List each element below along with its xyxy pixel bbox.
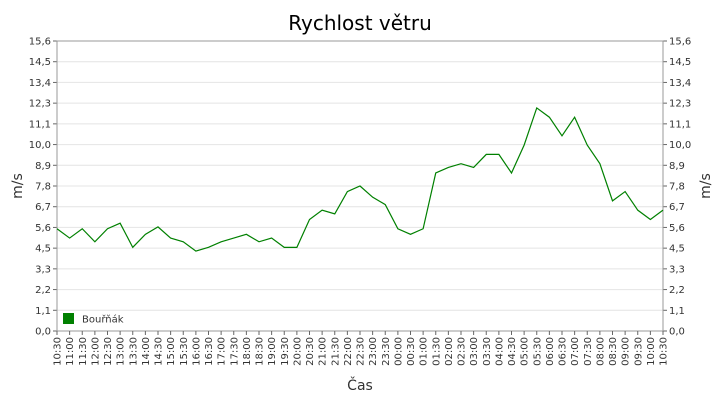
data-line xyxy=(56,106,664,252)
x-tick-label: 17:00 xyxy=(217,337,228,366)
x-tick-label: 13:30 xyxy=(128,337,139,366)
x-axis-label: Čas xyxy=(347,376,373,394)
y2-tick-label: 15,6 xyxy=(669,37,691,48)
y2-tick-label: 2,2 xyxy=(669,285,685,296)
x-tick-label: 06:00 xyxy=(545,337,556,366)
x-tick-label: 15:00 xyxy=(166,337,177,366)
y2-tick-label: 3,3 xyxy=(669,264,685,275)
y-tick-label: 11,1 xyxy=(29,119,51,130)
y2-tick-label: 0,0 xyxy=(669,327,685,338)
x-tick-label: 05:00 xyxy=(520,337,531,366)
x-tick-label: 23:00 xyxy=(368,337,379,366)
x-tick-label: 11:00 xyxy=(65,337,76,366)
y-tick-label: 12,3 xyxy=(29,99,51,110)
chart-title: Rychlost větru xyxy=(288,11,432,35)
x-tick-label: 08:30 xyxy=(608,337,619,366)
y2-tick-label: 12,3 xyxy=(669,99,691,110)
x-tick-label: 20:00 xyxy=(292,337,303,366)
x-tick-label: 18:30 xyxy=(255,337,266,366)
x-tick-label: 22:00 xyxy=(343,337,354,366)
y-axis-label: m/s xyxy=(10,173,26,199)
y-tick-label: 15,6 xyxy=(29,37,51,48)
x-tick-label: 03:00 xyxy=(469,337,480,366)
x-tick-label: 02:30 xyxy=(457,337,468,366)
y-tick-label: 4,5 xyxy=(35,244,51,255)
y-tick-label: 14,5 xyxy=(29,57,51,68)
x-tick-label: 07:30 xyxy=(583,337,594,366)
y-tick-label: 1,1 xyxy=(35,306,51,317)
x-tick-label: 22:30 xyxy=(356,337,367,366)
y-tick-label: 8,9 xyxy=(35,161,51,172)
x-tick-label: 21:00 xyxy=(318,337,329,366)
y2-tick-label: 14,5 xyxy=(669,57,691,68)
y2-tick-label: 11,1 xyxy=(669,119,691,130)
legend-label: Bouřňák xyxy=(82,314,124,326)
x-tick-label: 14:00 xyxy=(141,337,152,366)
x-tick-label: 03:30 xyxy=(482,337,493,366)
x-tick-label: 21:30 xyxy=(330,337,341,366)
x-tick-label: 04:00 xyxy=(494,337,505,366)
x-tick-label: 16:30 xyxy=(204,337,215,366)
y-tick-label: 5,6 xyxy=(35,223,51,234)
x-tick-label: 10:00 xyxy=(646,337,657,366)
x-tick-label: 17:30 xyxy=(229,337,240,366)
y-tick-label: 2,2 xyxy=(35,285,51,296)
y-tick-label: 7,8 xyxy=(35,182,51,193)
x-tick-label: 06:30 xyxy=(558,337,569,366)
x-tick-label: 11:30 xyxy=(78,337,89,366)
x-tick-label: 10:30 xyxy=(659,337,670,366)
y2-axis-label: m/s xyxy=(698,173,714,199)
x-tick-label: 18:00 xyxy=(242,337,253,366)
x-tick-label: 01:30 xyxy=(431,337,442,366)
x-tick-label: 00:30 xyxy=(406,337,417,366)
y-tick-label: 13,4 xyxy=(29,78,51,89)
x-tick-label: 19:30 xyxy=(280,337,291,366)
y-tick-label: 10,0 xyxy=(29,140,51,151)
x-tick-label: 00:00 xyxy=(393,337,404,366)
x-tick-label: 15:30 xyxy=(179,337,190,366)
x-tick-label: 05:30 xyxy=(532,337,543,366)
x-tick-label: 07:00 xyxy=(570,337,581,366)
y2-tick-label: 1,1 xyxy=(669,306,685,317)
legend-swatch xyxy=(63,313,74,324)
x-tick-label: 16:00 xyxy=(191,337,202,366)
x-tick-label: 13:00 xyxy=(116,337,127,366)
x-tick-label: 23:30 xyxy=(381,337,392,366)
x-tick-label: 12:00 xyxy=(90,337,101,366)
y2-tick-label: 7,8 xyxy=(669,182,685,193)
x-tick-label: 01:00 xyxy=(419,337,430,366)
y-tick-label: 6,7 xyxy=(35,202,51,213)
x-tick-label: 08:00 xyxy=(595,337,606,366)
x-tick-label: 04:30 xyxy=(507,337,518,366)
x-tick-label: 10:30 xyxy=(53,337,64,366)
y2-tick-label: 6,7 xyxy=(669,202,685,213)
y2-tick-label: 10,0 xyxy=(669,140,691,151)
y-tick-label: 0,0 xyxy=(35,327,51,338)
x-tick-label: 02:00 xyxy=(444,337,455,366)
y2-tick-label: 13,4 xyxy=(669,78,691,89)
y2-tick-label: 4,5 xyxy=(669,244,685,255)
x-tick-label: 09:00 xyxy=(621,337,632,366)
x-tick-label: 09:30 xyxy=(633,337,644,366)
y-tick-label: 3,3 xyxy=(35,264,51,275)
y2-tick-label: 5,6 xyxy=(669,223,685,234)
x-tick-label: 20:30 xyxy=(305,337,316,366)
y2-tick-label: 8,9 xyxy=(669,161,685,172)
x-tick-label: 12:30 xyxy=(103,337,114,366)
x-tick-label: 19:00 xyxy=(267,337,278,366)
x-tick-label: 14:30 xyxy=(154,337,165,366)
